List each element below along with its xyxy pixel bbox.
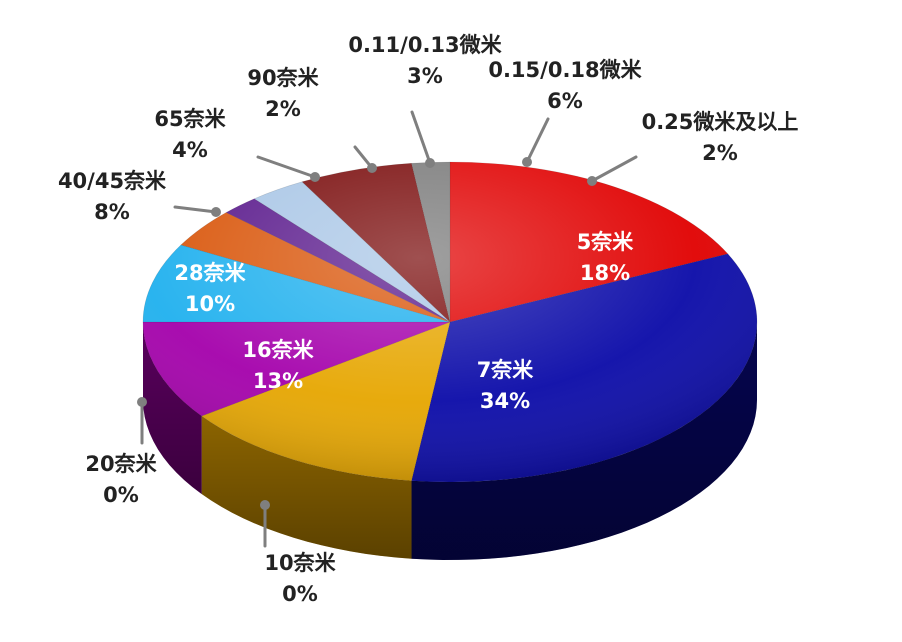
slice-percent-7: 4% (172, 138, 208, 162)
leader-line-10 (525, 117, 550, 164)
leader-dot-8 (367, 163, 377, 173)
slice-label-4: 16奈米 (242, 338, 314, 362)
slice-percent-9: 3% (407, 64, 443, 88)
leader-dot-11 (587, 176, 597, 186)
slice-percent-11: 2% (702, 141, 738, 165)
slice-label-7: 65奈米 (154, 107, 226, 131)
slice-label-8: 90奈米 (247, 66, 319, 90)
leader-dot-9 (425, 158, 435, 168)
slice-label-1: 7奈米 (477, 358, 535, 382)
slice-label-3: 20奈米 (85, 452, 157, 476)
leader-dot-2 (260, 500, 270, 510)
slice-label-11: 0.25微米及以上 (642, 110, 799, 134)
slice-label-10: 0.15/0.18微米 (488, 58, 642, 82)
slice-label-0: 5奈米 (577, 230, 635, 254)
pie-side-shade-1 (411, 322, 757, 560)
leader-line-11 (590, 155, 638, 183)
slice-label-9: 0.11/0.13微米 (348, 33, 502, 57)
slice-label-6: 40/45奈米 (58, 169, 167, 193)
slice-percent-0: 18% (580, 261, 630, 285)
slice-percent-5: 10% (185, 292, 235, 316)
slice-percent-8: 2% (265, 97, 301, 121)
slice-percent-3: 0% (103, 483, 139, 507)
slice-percent-2: 0% (282, 582, 318, 606)
leader-line-6 (173, 205, 218, 214)
slice-percent-4: 13% (253, 369, 303, 393)
leader-dot-3 (137, 397, 147, 407)
leader-dot-6 (211, 207, 221, 217)
leader-lines (137, 110, 638, 548)
slice-label-2: 10奈米 (264, 551, 336, 575)
slice-label-5: 28奈米 (174, 261, 246, 285)
slice-percent-10: 6% (547, 89, 583, 113)
leader-line-7 (256, 155, 317, 179)
leader-dot-7 (310, 172, 320, 182)
data-labels: 5奈米 18% 7奈米 34% 10奈米 0% 20奈米 0% 16奈米 13% 28奈米 10% 40… (58, 33, 798, 606)
leader-line-9 (410, 110, 432, 165)
slice-percent-6: 8% (94, 200, 130, 224)
leader-dot-10 (522, 157, 532, 167)
slice-percent-1: 34% (480, 389, 530, 413)
pie-top (142, 161, 758, 483)
